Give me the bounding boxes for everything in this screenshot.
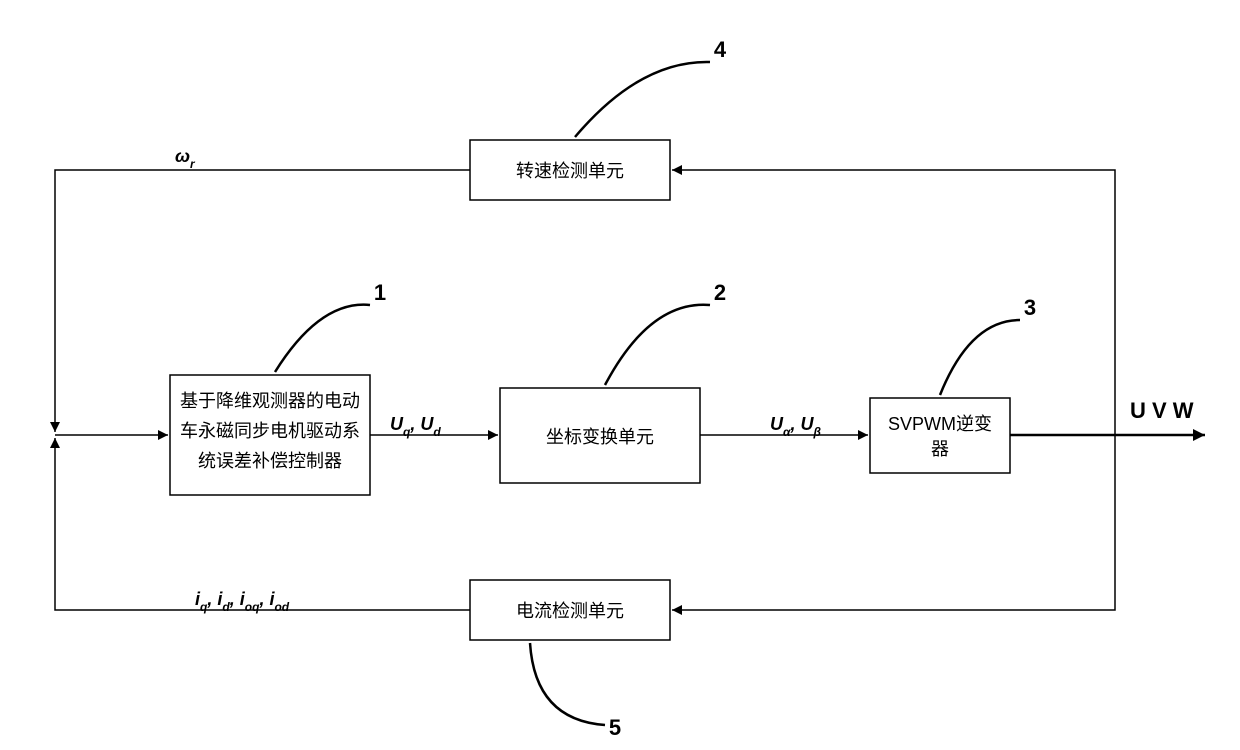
omega-r-label: ωr	[175, 146, 196, 171]
controller-label-line1: 基于降维观测器的电动	[180, 391, 360, 411]
callout-4-curve	[575, 62, 710, 137]
current-detect-label: 电流检测单元	[516, 601, 624, 621]
callout-5-curve	[530, 643, 605, 725]
callout-5-number: 5	[609, 715, 621, 740]
callout-1-curve	[275, 305, 370, 372]
inverter-block	[870, 398, 1010, 473]
callout-3-curve	[940, 320, 1020, 395]
uvw-label: U V W	[1130, 398, 1194, 423]
inverter-label-line2: 器	[931, 439, 949, 459]
transform-label: 坐标变换单元	[546, 427, 654, 447]
callout-1-number: 1	[374, 280, 386, 305]
controller-label-line3: 统误差补偿控制器	[198, 451, 342, 471]
callout-3-number: 3	[1024, 295, 1036, 320]
speed-detect-label: 转速检测单元	[516, 161, 624, 181]
controller-label-line2: 车永磁同步电机驱动系	[180, 421, 360, 441]
callout-2-number: 2	[714, 280, 726, 305]
callout-2-curve	[605, 305, 710, 385]
inverter-label-line1: SVPWM逆变	[888, 414, 992, 434]
callout-4-number: 4	[714, 37, 727, 62]
speed-feedback-right-segment	[672, 170, 1115, 435]
